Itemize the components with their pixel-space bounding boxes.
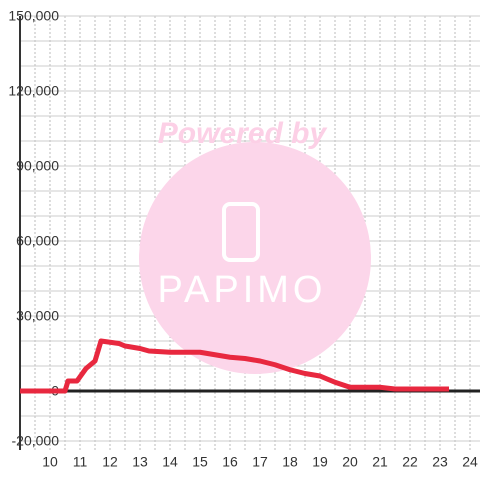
x-tick-label: 23: [432, 454, 448, 470]
x-tick-label: 11: [73, 454, 88, 470]
x-tick-label: 14: [162, 454, 178, 470]
plot: -20,000030,00060,00090,000120,000150,000…: [8, 8, 480, 470]
data-line: [20, 338, 449, 394]
y-tick-label: 150,000: [8, 8, 59, 24]
x-tick-label: 13: [132, 454, 148, 470]
x-tick-label: 16: [222, 454, 238, 470]
x-tick-label: 19: [312, 454, 328, 470]
x-tick-label: 18: [282, 454, 298, 470]
x-tick-label: 17: [252, 454, 268, 470]
watermark-logo: PAPIMO: [158, 269, 327, 311]
x-tick-label: 20: [342, 454, 358, 470]
x-tick-label: 22: [402, 454, 418, 470]
x-tick-label: 24: [462, 454, 478, 470]
watermark: Powered by PAPIMO: [139, 117, 371, 374]
x-tick-label: 12: [102, 454, 118, 470]
x-tick-label: 15: [192, 454, 208, 470]
x-tick-label: 21: [372, 454, 388, 470]
y-tick-label: -20,000: [12, 433, 60, 449]
y-tick-label: 120,000: [8, 83, 59, 99]
y-tick-label: 30,000: [16, 308, 59, 324]
watermark-title: Powered by: [158, 117, 328, 150]
y-tick-label: 90,000: [16, 158, 59, 174]
watermark-icon: [222, 202, 260, 262]
x-tick-label: 10: [42, 454, 58, 470]
y-tick-label: 60,000: [16, 233, 59, 249]
